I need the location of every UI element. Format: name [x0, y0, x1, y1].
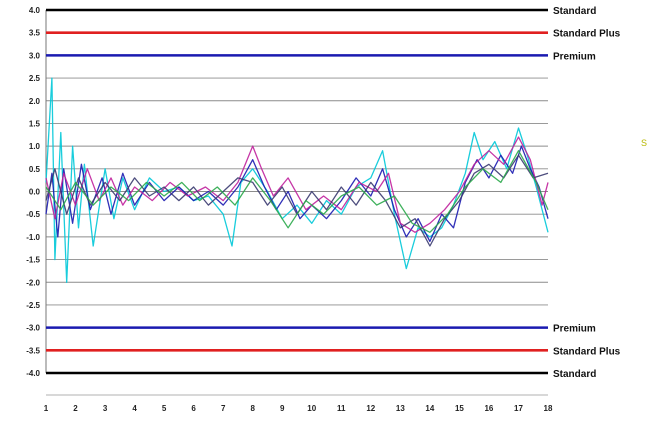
reference-line-label: Standard [553, 369, 596, 380]
y-tick-label: 2.5 [29, 74, 41, 83]
series-line-4 [45, 154, 549, 247]
series-lines [45, 77, 549, 283]
y-tick-label: -2.5 [26, 301, 40, 310]
reference-line-label: Premium [553, 324, 596, 335]
y-tick-label: 0.5 [29, 165, 41, 174]
y-tick-label: -2.0 [26, 278, 40, 287]
x-tick-label: 10 [307, 404, 316, 413]
x-tick-label: 4 [132, 404, 137, 413]
x-tick-label: 1 [44, 404, 49, 413]
x-tick-label: 7 [221, 404, 226, 413]
series-line-5 [45, 150, 549, 233]
y-tick-label: -0.5 [26, 210, 40, 219]
x-tick-label: 3 [103, 404, 108, 413]
y-tick-label: -1.5 [26, 256, 40, 265]
x-tick-label: 11 [337, 404, 346, 413]
y-tick-label: 3.5 [29, 29, 41, 38]
x-tick-labels: 1 2 3 4 5 6 7 8 9 10 11 12 13 14 15 16 17 18 [44, 404, 553, 413]
stray-mark: S [641, 138, 647, 148]
reference-lines [46, 8, 548, 375]
x-tick-label: 6 [191, 404, 196, 413]
x-tick-label: 15 [455, 404, 464, 413]
y-tick-label: 3.0 [29, 51, 41, 60]
y-tick-labels: 4.0 3.5 3.0 2.5 2.0 1.5 1.0 0.5 0.0 -0.5 -1.0 -1.5 -… [26, 6, 40, 378]
x-tick-label: 5 [162, 404, 167, 413]
y-tick-label: -4.0 [26, 369, 40, 378]
x-tick-label: 16 [484, 404, 493, 413]
y-tick-label: -3.5 [26, 346, 40, 355]
x-tick-label: 13 [396, 404, 405, 413]
y-tick-label: 2.0 [29, 97, 41, 106]
y-tick-label: 1.0 [29, 142, 41, 151]
x-tick-label: 17 [514, 404, 523, 413]
x-tick-label: 9 [280, 404, 285, 413]
reference-line-label: Standard Plus [553, 346, 621, 357]
y-tick-label: 4.0 [29, 6, 41, 15]
y-tick-label: -1.0 [26, 233, 40, 242]
x-tick-label: 14 [425, 404, 434, 413]
y-tick-label: 1.5 [29, 119, 41, 128]
x-tick-label: 12 [366, 404, 375, 413]
series-line-3 [45, 136, 549, 233]
reference-line-label: Standard Plus [553, 29, 621, 40]
y-tick-label: -3.0 [26, 324, 40, 333]
x-tick-label: 2 [73, 404, 78, 413]
reference-line-labels: Standard Standard Plus Premium Premium Stand… [553, 6, 621, 380]
x-tick-label: 18 [544, 404, 553, 413]
x-tick-label: 8 [250, 404, 255, 413]
y-tick-label: 0.0 [29, 188, 41, 197]
reference-line-label: Premium [553, 51, 596, 62]
reference-line-label: Standard [553, 6, 596, 17]
